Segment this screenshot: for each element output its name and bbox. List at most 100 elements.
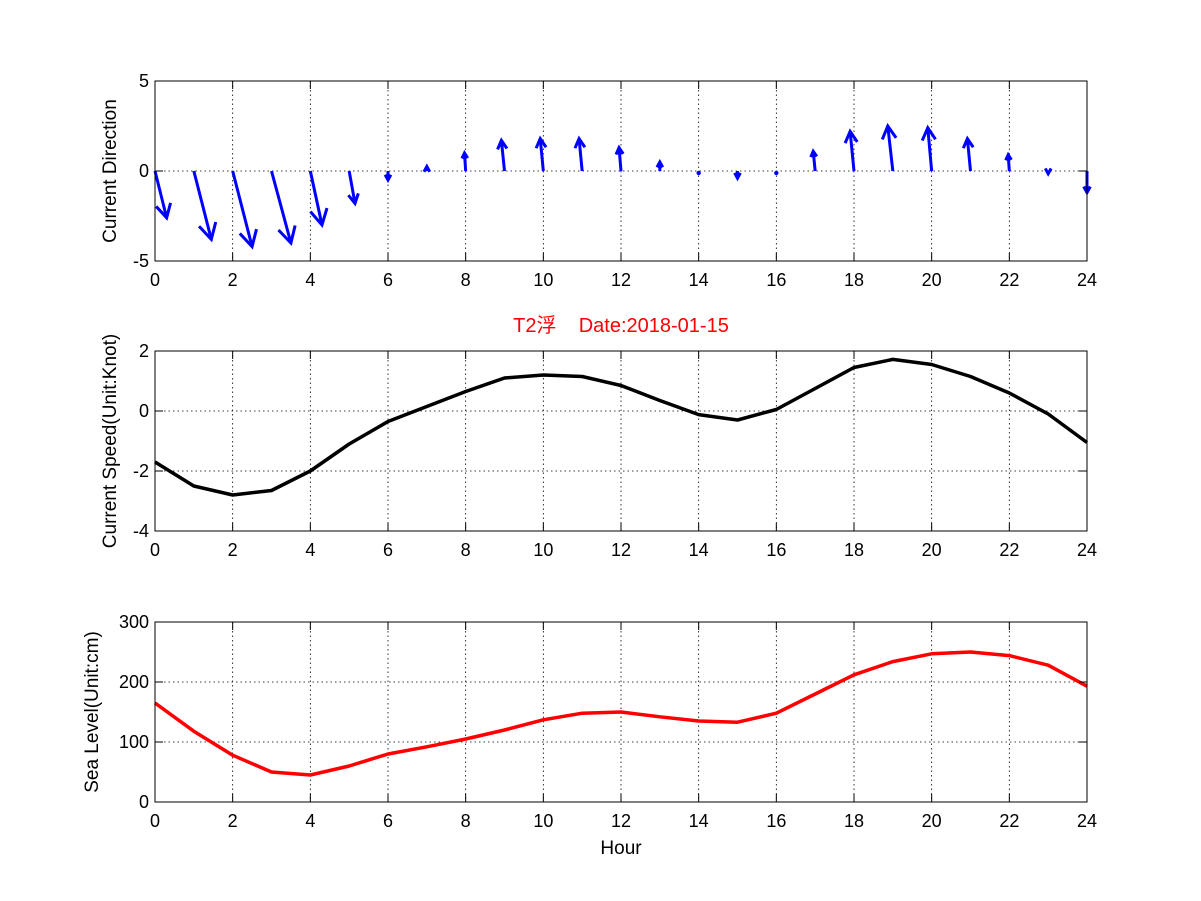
current-vector	[1043, 167, 1053, 177]
current-vector-head	[1043, 167, 1053, 177]
current-vector	[696, 170, 701, 176]
current-vector-head	[961, 135, 975, 149]
current-direction-panel: 0 2 4 6 8 10 12 14 16 18 20 22 24-505 Current Direct…	[100, 71, 1097, 290]
current-vector	[496, 137, 509, 172]
x-tick-label: 4	[305, 270, 315, 290]
x-tick-label: 24	[1077, 270, 1097, 290]
series-line	[153, 650, 1088, 777]
current-vector-head	[733, 172, 742, 182]
current-direction-ticks: 0 2 4 6 8 10 12 14 16 18 20 22 24-505	[133, 71, 1097, 290]
x-tick-label: 20	[922, 270, 942, 290]
current-vector-head	[238, 228, 258, 250]
current-vector	[920, 124, 937, 172]
x-tick-label: 14	[689, 540, 709, 560]
current-vector-head	[309, 207, 329, 229]
current-vector	[153, 170, 173, 221]
current-vector-shaft	[848, 131, 856, 172]
current-vector-shaft	[811, 151, 817, 172]
current-vector-head	[347, 192, 360, 207]
x-tick-label: 10	[533, 270, 553, 290]
current-direction-vectors	[153, 122, 1092, 250]
sea-level-ylabel: Sea Level(Unit:cm)	[82, 631, 103, 793]
current-vector	[573, 135, 587, 172]
current-vector-shaft	[347, 170, 357, 204]
x-tick-label: 0	[150, 811, 160, 831]
x-tick-label: 16	[766, 540, 786, 560]
current-vector-shaft	[192, 170, 213, 240]
current-vector-head	[573, 135, 587, 149]
y-tick-label: 300	[119, 612, 149, 632]
x-tick-label: 14	[689, 811, 709, 831]
x-tick-label: 16	[766, 270, 786, 290]
current-vector	[347, 170, 360, 207]
current-vector-head	[460, 149, 469, 160]
current-speed-ylabel: Current Speed(Unit:Knot)	[100, 334, 121, 548]
x-tick-label: 0	[150, 270, 160, 290]
current-vector-head	[496, 137, 509, 151]
y-tick-label: -5	[133, 251, 149, 271]
current-vector-shaft	[270, 170, 293, 244]
current-vector-shaft	[617, 147, 623, 172]
x-tick-label: 8	[461, 811, 471, 831]
current-vector-head	[1004, 151, 1013, 161]
current-vector-stub	[696, 170, 701, 176]
x-tick-label: 18	[844, 270, 864, 290]
current-vector-head	[920, 124, 937, 142]
current-vector-head	[809, 148, 819, 158]
x-tick-label: 12	[611, 270, 631, 290]
x-tick-label: 18	[844, 811, 864, 831]
current-vector	[655, 158, 665, 171]
x-tick-label: 22	[999, 270, 1019, 290]
x-tick-label: 8	[461, 540, 471, 560]
current-vector	[614, 144, 625, 172]
x-tick-label: 6	[383, 540, 393, 560]
current-vector	[534, 135, 548, 172]
y-tick-label: -2	[133, 461, 149, 481]
current-vector	[422, 163, 432, 173]
x-tick-label: 12	[611, 540, 631, 560]
x-tick-label: 10	[533, 540, 553, 560]
current-vector-shaft	[926, 127, 934, 172]
current-vector-shaft	[886, 125, 895, 172]
current-vector-head	[880, 122, 898, 140]
y-tick-label: 0	[139, 161, 149, 181]
current-vector	[809, 148, 819, 172]
current-vector	[460, 149, 469, 172]
current-vector-head	[655, 158, 665, 168]
x-tick-label: 22	[999, 540, 1019, 560]
x-tick-label: 24	[1077, 540, 1097, 560]
current-vector-shaft	[231, 170, 254, 247]
current-vector-head	[843, 128, 859, 144]
x-tick-label: 22	[999, 811, 1019, 831]
current-speed-ticks: 0 2 4 6 8 10 12 14 16 18 20 22 24-4-202	[133, 341, 1097, 560]
y-tick-label: 5	[139, 71, 149, 91]
sea-level-series	[153, 650, 1088, 777]
x-tick-label: 2	[228, 811, 238, 831]
y-tick-label: 100	[119, 732, 149, 752]
x-tick-label: 18	[844, 540, 864, 560]
current-vector-head	[155, 202, 173, 221]
current-vector-head	[197, 221, 218, 243]
y-tick-label: 2	[139, 341, 149, 361]
current-vector	[231, 170, 258, 250]
current-speed-panel: T2浮 Date:2018-01-15 0 2 4 6 8 10 12 14 16 18 20 22 2…	[100, 314, 1097, 560]
current-vector-shaft	[153, 170, 169, 219]
x-tick-label: 14	[689, 270, 709, 290]
x-tick-label: 20	[922, 540, 942, 560]
x-tick-label: 8	[461, 270, 471, 290]
current-vector-shaft	[499, 140, 506, 172]
current-vector	[961, 135, 975, 172]
series-line	[154, 357, 1089, 497]
current-vector-stub	[774, 170, 779, 176]
sea-level-xlabel: Hour	[600, 838, 642, 859]
current-vector	[733, 171, 742, 182]
x-tick-label: 2	[228, 540, 238, 560]
current-vector	[383, 171, 393, 184]
chart-title: T2浮 Date:2018-01-15	[513, 314, 729, 337]
current-vector	[1004, 151, 1013, 172]
current-vector-head	[383, 174, 393, 184]
current-vector	[843, 128, 859, 172]
